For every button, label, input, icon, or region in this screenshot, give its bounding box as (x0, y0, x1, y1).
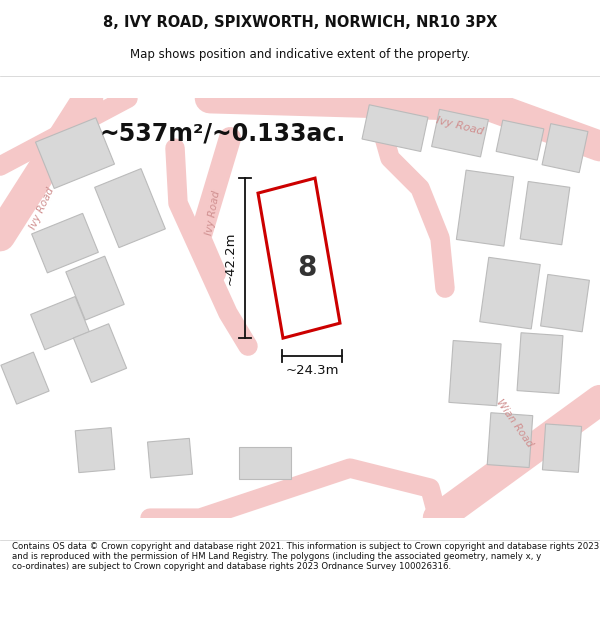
Polygon shape (31, 296, 89, 350)
Polygon shape (32, 213, 98, 273)
Polygon shape (541, 274, 589, 332)
Polygon shape (73, 324, 127, 382)
Polygon shape (148, 438, 193, 478)
Text: 8, IVY ROAD, SPIXWORTH, NORWICH, NR10 3PX: 8, IVY ROAD, SPIXWORTH, NORWICH, NR10 3P… (103, 16, 497, 31)
Text: ~537m²/~0.133ac.: ~537m²/~0.133ac. (100, 121, 346, 145)
Polygon shape (542, 424, 581, 472)
Text: Contains OS data © Crown copyright and database right 2021. This information is : Contains OS data © Crown copyright and d… (12, 542, 599, 571)
Polygon shape (487, 412, 533, 468)
Text: ~24.3m: ~24.3m (285, 364, 339, 377)
Polygon shape (258, 178, 340, 338)
Polygon shape (75, 428, 115, 472)
Polygon shape (480, 258, 540, 329)
Text: Ivy Road: Ivy Road (204, 190, 222, 236)
Polygon shape (239, 447, 291, 479)
Polygon shape (496, 120, 544, 160)
Polygon shape (542, 124, 588, 172)
Polygon shape (35, 118, 115, 189)
Polygon shape (66, 256, 124, 320)
Polygon shape (95, 169, 166, 248)
Polygon shape (1, 352, 49, 404)
Text: ~42.2m: ~42.2m (223, 231, 236, 285)
Polygon shape (431, 109, 488, 157)
Polygon shape (457, 170, 514, 246)
Text: Map shows position and indicative extent of the property.: Map shows position and indicative extent… (130, 48, 470, 61)
Text: Ivy Road: Ivy Road (28, 186, 56, 231)
Polygon shape (520, 181, 570, 245)
Text: Ivy Road: Ivy Road (435, 116, 485, 137)
Text: 8: 8 (298, 254, 317, 282)
Polygon shape (362, 105, 428, 151)
Polygon shape (449, 341, 501, 406)
Polygon shape (517, 332, 563, 394)
Polygon shape (272, 198, 330, 315)
Text: Wian Road: Wian Road (495, 398, 535, 449)
